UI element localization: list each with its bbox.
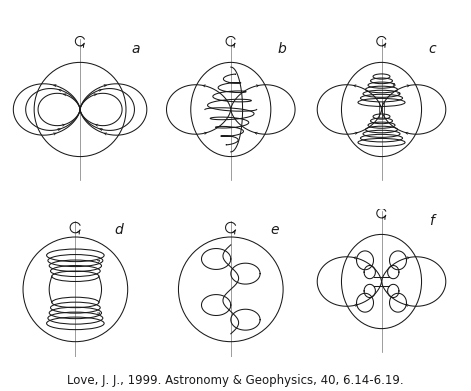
Text: e: e bbox=[270, 223, 278, 237]
Text: c: c bbox=[429, 42, 436, 56]
Text: a: a bbox=[132, 42, 140, 56]
Text: Love, J. J., 1999. Astronomy & Geophysics, 40, 6.14-6.19.: Love, J. J., 1999. Astronomy & Geophysic… bbox=[67, 374, 404, 387]
Text: b: b bbox=[278, 42, 287, 56]
Text: f: f bbox=[429, 214, 433, 228]
Text: d: d bbox=[114, 223, 123, 237]
